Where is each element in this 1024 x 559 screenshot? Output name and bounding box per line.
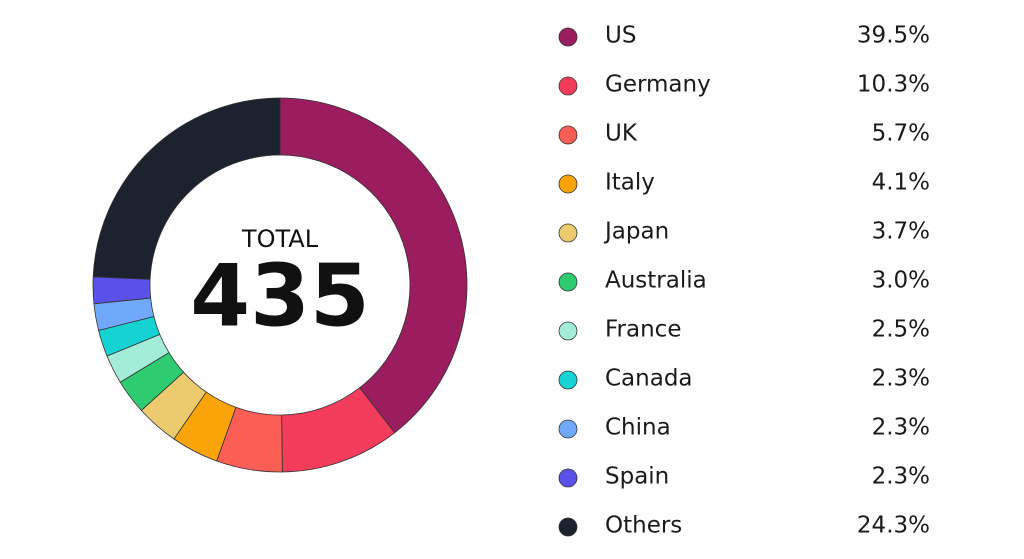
legend-value: 2.3% [872, 366, 930, 392]
legend-value: 4.1% [872, 170, 930, 196]
legend-label: Germany [605, 72, 711, 98]
center-total: 435 [190, 246, 370, 346]
legend-value: 39.5% [857, 23, 930, 49]
legend-marker [558, 125, 578, 145]
legend-value: 2.3% [872, 464, 930, 490]
legend-label: Italy [605, 170, 655, 196]
legend-value: 3.7% [872, 219, 930, 245]
legend-value: 2.5% [872, 317, 930, 343]
legend-marker [558, 272, 578, 292]
legend-marker [558, 468, 578, 488]
legend-marker [558, 370, 578, 390]
legend-marker [558, 27, 578, 47]
legend-label: China [605, 415, 671, 441]
legend-value: 2.3% [872, 415, 930, 441]
legend-value: 5.7% [872, 121, 930, 147]
legend-marker [558, 517, 578, 537]
legend-label: France [605, 317, 681, 343]
legend-marker [558, 321, 578, 341]
legend-label: Australia [605, 268, 707, 294]
legend-label: Canada [605, 366, 693, 392]
legend-marker [558, 223, 578, 243]
legend-marker [558, 76, 578, 96]
legend-label: UK [605, 121, 638, 147]
legend-label: Spain [605, 464, 669, 490]
donut-slice [279, 97, 468, 434]
legend-value: 3.0% [872, 268, 930, 294]
center-label: TOTAL [241, 225, 319, 253]
legend-label: Others [605, 513, 682, 539]
legend-value: 10.3% [857, 72, 930, 98]
legend-marker [558, 174, 578, 194]
legend-marker [558, 419, 578, 439]
legend-label: US [605, 23, 636, 49]
legend-value: 24.3% [857, 513, 930, 539]
legend-label: Japan [603, 219, 669, 245]
donut-slice [92, 97, 281, 280]
